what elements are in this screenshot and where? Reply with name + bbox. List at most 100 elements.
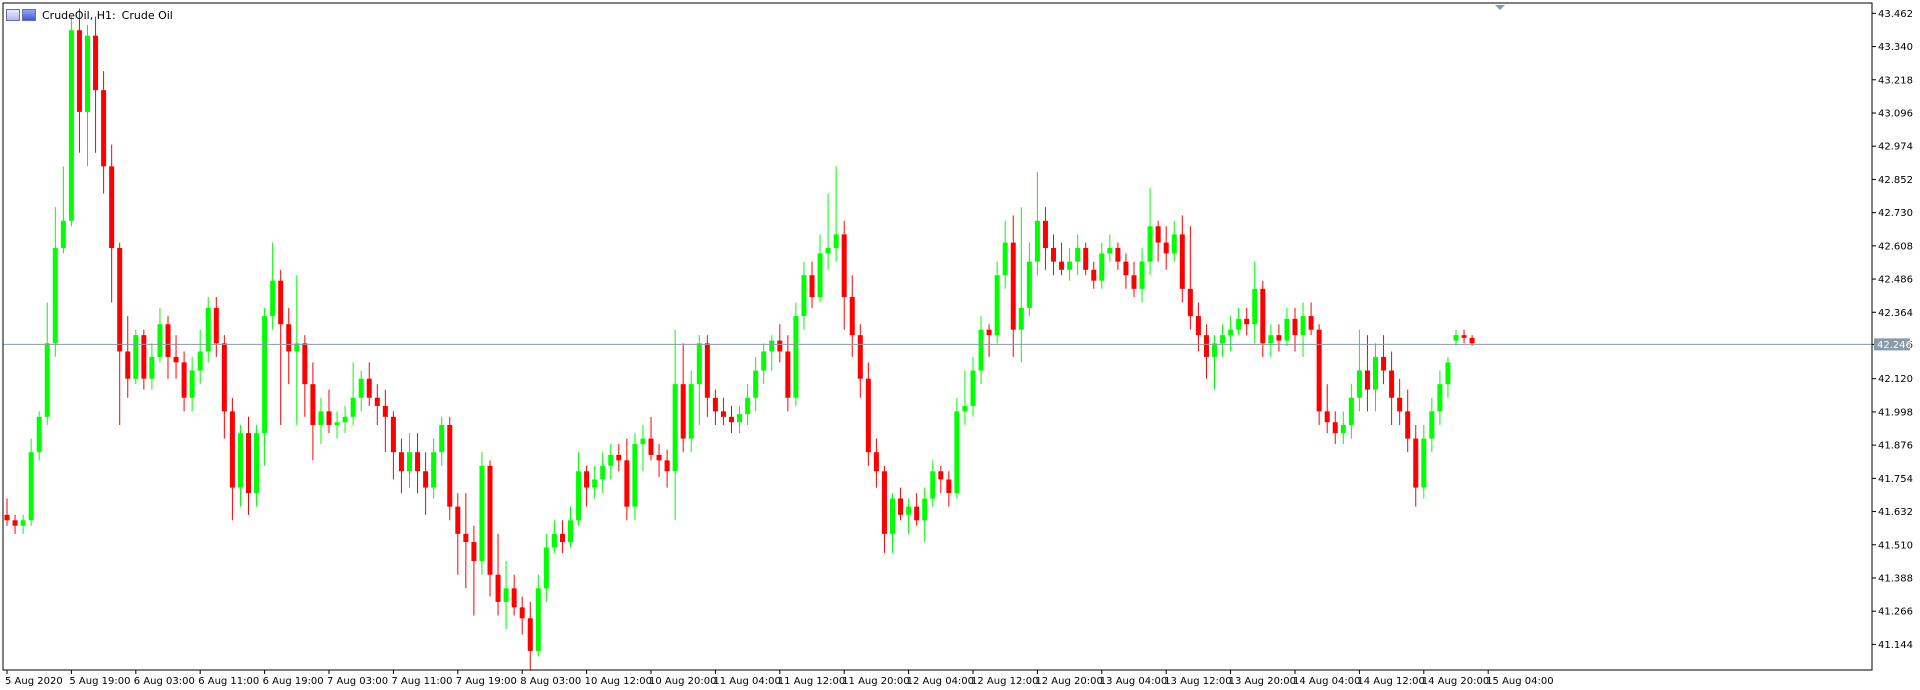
candle-body: [101, 90, 107, 167]
candle: [487, 460, 493, 597]
candle: [431, 438, 437, 499]
time-tick-label: 15 Aug 04:00: [1486, 676, 1553, 687]
candle: [20, 514, 26, 534]
candle-body: [1364, 370, 1370, 390]
candle-body: [495, 574, 501, 602]
candle: [1220, 324, 1226, 357]
candle-body: [1059, 261, 1065, 270]
candle-body: [390, 416, 396, 453]
candle-body: [318, 411, 324, 425]
candle: [624, 438, 630, 521]
candle: [1155, 220, 1161, 262]
candle-body: [970, 370, 976, 406]
candle: [1244, 307, 1250, 336]
candle-body: [109, 166, 115, 249]
candle: [439, 416, 445, 466]
candle: [1260, 280, 1266, 357]
candle-body: [36, 416, 42, 453]
candle-body: [1405, 411, 1411, 439]
candle-body: [1010, 242, 1016, 330]
time-tick-label: 5 Aug 2020: [5, 676, 63, 687]
candle: [1091, 261, 1097, 289]
candle-body: [44, 343, 50, 417]
candle: [729, 405, 734, 434]
candle-body: [52, 248, 58, 344]
time-tick-label: 6 Aug 11:00: [198, 676, 259, 687]
candle-body: [1437, 384, 1443, 412]
candle-body: [1091, 269, 1097, 281]
candle-body: [640, 438, 646, 445]
candle-body: [1244, 318, 1250, 325]
candle: [1075, 234, 1081, 276]
candle: [1228, 316, 1234, 352]
candle-body: [229, 411, 235, 488]
candle: [922, 487, 928, 543]
symbol-icon[interactable]: [22, 9, 36, 21]
candle: [970, 356, 976, 417]
candle: [1139, 248, 1145, 303]
candle: [640, 424, 646, 472]
candle-body: [278, 280, 284, 325]
candle-body: [1268, 335, 1274, 344]
chart-shift-marker-icon[interactable]: [1495, 5, 1505, 10]
candle: [36, 411, 42, 461]
candle-body: [954, 411, 960, 494]
chart-window-icon[interactable]: [6, 9, 20, 21]
candle-body: [1107, 248, 1113, 254]
price-tick-label: 42.486: [1878, 275, 1913, 286]
candle: [825, 193, 831, 270]
price-tick-label: 43.462: [1878, 9, 1913, 20]
candle-body: [1381, 356, 1387, 371]
candle: [270, 242, 276, 330]
candle: [1324, 384, 1330, 434]
candle-body: [680, 384, 686, 439]
candle-body: [326, 411, 332, 425]
candle-body: [133, 335, 139, 379]
candle-body: [672, 384, 678, 472]
candle-body: [817, 253, 823, 298]
candle: [1051, 234, 1056, 276]
candle: [44, 302, 50, 425]
candle: [873, 438, 879, 488]
candle-body: [1260, 288, 1266, 344]
candle-body: [213, 307, 219, 344]
price-axis[interactable]: 43.462 43.340 43.218 43.096 42.974 42.852 42.7…: [1872, 9, 1913, 651]
candle-body: [519, 607, 525, 619]
candle: [133, 329, 139, 385]
price-tick-label: 43.218: [1878, 75, 1913, 86]
symbol-timeframe: CrudeOil, H1:: [42, 8, 116, 22]
candle-body: [906, 506, 912, 515]
time-tick-label: 14 Aug 12:00: [1357, 676, 1424, 687]
candle: [793, 302, 799, 406]
candle: [1042, 207, 1048, 270]
candle: [1083, 242, 1089, 276]
candle-body: [20, 520, 26, 526]
candle-body: [938, 471, 944, 480]
candle: [85, 24, 90, 167]
candle: [809, 261, 815, 308]
candle: [12, 514, 18, 534]
candle: [318, 397, 324, 445]
candle: [712, 389, 718, 425]
candle-body: [914, 506, 920, 521]
candle-body: [1252, 288, 1258, 325]
candle: [1316, 324, 1322, 425]
candle: [286, 307, 292, 385]
price-tick-label: 41.998: [1878, 407, 1913, 418]
candle-body: [785, 351, 791, 398]
candle-body: [262, 316, 268, 434]
time-axis[interactable]: 5 Aug 2020 5 Aug 19:00 6 Aug 03:00 6 Aug 11…: [5, 670, 1554, 687]
candle-body: [1332, 422, 1338, 434]
candle-body: [141, 335, 147, 379]
candle: [1252, 261, 1258, 344]
candle: [1381, 335, 1387, 385]
candle: [535, 574, 541, 657]
candle-body: [1075, 248, 1081, 262]
candle: [865, 362, 871, 466]
time-tick-label: 12 Aug 04:00: [907, 676, 974, 687]
candle: [415, 433, 421, 494]
chart-header: CrudeOil, H1: Crude Oil: [6, 8, 173, 22]
candle-body: [1212, 343, 1217, 357]
